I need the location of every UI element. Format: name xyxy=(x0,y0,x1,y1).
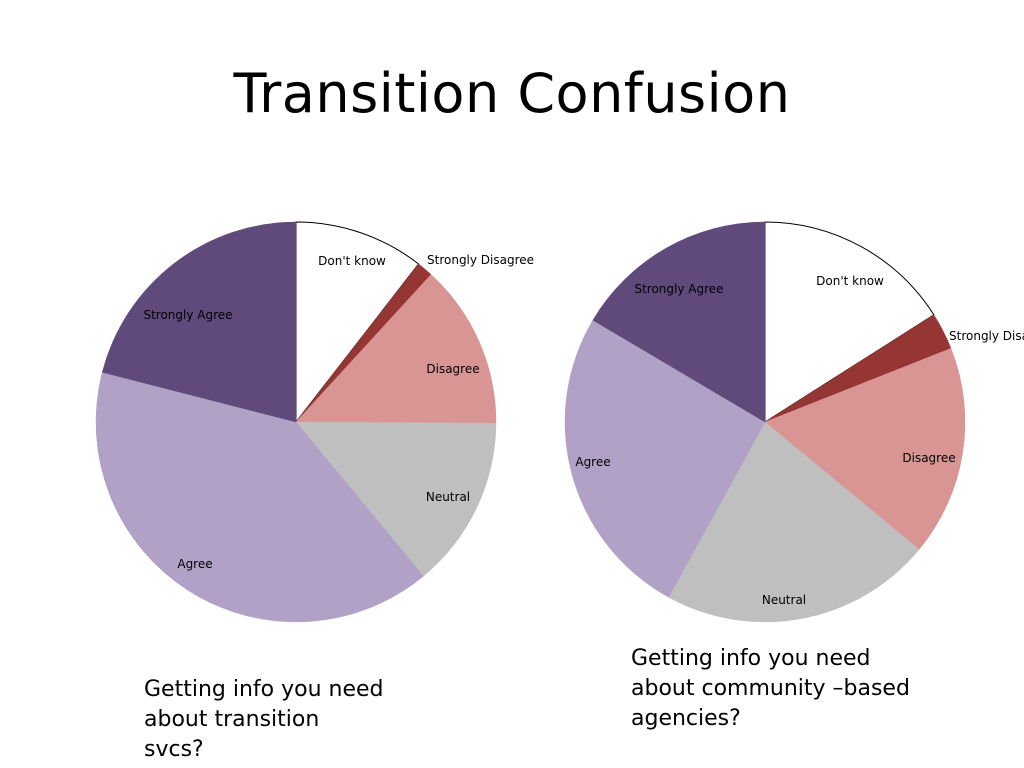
pie-slice-don-t-know xyxy=(764,221,935,423)
slice-label: Neutral xyxy=(762,593,806,607)
caption-line: Getting info you need xyxy=(631,646,871,671)
caption-line: Getting info you need xyxy=(144,677,384,702)
slide-title: Transition Confusion xyxy=(233,62,791,125)
pie-slice-agree xyxy=(564,319,766,598)
slice-label: Neutral xyxy=(426,490,470,504)
pie-slice-agree xyxy=(95,371,424,623)
caption-community-agencies: Getting info you need about community –b… xyxy=(631,644,910,734)
slice-label: Strongly Disagree xyxy=(949,329,1024,343)
caption-line: about community –based xyxy=(631,676,910,701)
slice-label: Don't know xyxy=(318,254,386,268)
slice-label: Strongly Disagree xyxy=(427,253,534,267)
caption-line: about transition xyxy=(144,707,320,732)
pie-slice-don-t-know xyxy=(295,221,420,424)
slice-label: Agree xyxy=(177,557,212,571)
pie-slice-neutral xyxy=(668,421,920,623)
caption-line: svcs? xyxy=(144,737,204,762)
slice-label: Strongly Agree xyxy=(634,282,723,296)
pie-slice-strongly-agree xyxy=(101,221,297,423)
slice-label: Agree xyxy=(575,455,610,469)
slice-label: Strongly Agree xyxy=(143,308,232,322)
caption-line: agencies? xyxy=(631,706,741,731)
slice-label: Don't know xyxy=(816,274,884,288)
pie-slice-strongly-agree xyxy=(592,221,766,423)
pie-slice-neutral xyxy=(295,421,497,577)
caption-transition-services: Getting info you need about transition s… xyxy=(144,675,384,765)
slice-label: Disagree xyxy=(902,451,955,465)
pie-slice-disagree xyxy=(764,348,966,550)
pie-slice-disagree xyxy=(295,274,497,424)
slice-label: Disagree xyxy=(426,362,479,376)
